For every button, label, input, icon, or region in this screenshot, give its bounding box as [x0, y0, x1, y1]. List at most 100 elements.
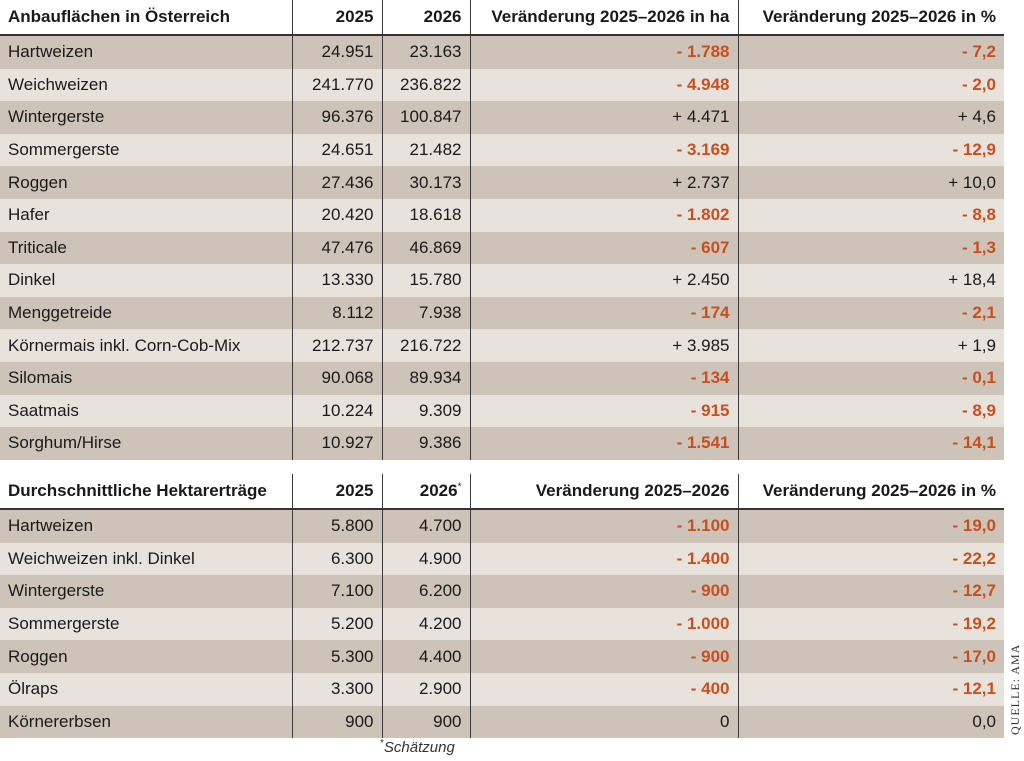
table-cell: 89.934 [381, 361, 470, 395]
table-cell: 3.300 [291, 672, 382, 706]
table-cell: 27.436 [291, 166, 382, 199]
table-cell: 23.163 [381, 35, 470, 69]
column-header: Veränderung 2025–2026 in % [737, 474, 1004, 510]
table-cell: + 3.985 [469, 329, 738, 362]
table-cell: - 607 [469, 231, 738, 265]
table-cell: 10.927 [291, 427, 382, 460]
table-cell: 21.482 [381, 133, 470, 167]
table-cell: 4.400 [381, 640, 470, 673]
table-cell: 90.068 [291, 361, 382, 395]
table-row: Dinkel 13.330 15.780 + 2.450 + 18,4 [0, 264, 1004, 297]
table-cell: - 174 [469, 296, 738, 330]
table-cell: 236.822 [381, 68, 470, 102]
table-cell: 8.112 [291, 296, 382, 330]
table-cell: 0,0 [737, 705, 1004, 739]
table-header-row: Anbauflächen in Österreich 2025 2026 Ver… [0, 0, 1004, 36]
row-label: Ölraps [0, 672, 292, 706]
acreage-table: Anbauflächen in Österreich 2025 2026 Ver… [0, 0, 1004, 460]
table-row: Hafer 20.420 18.618- 1.802- 8,8 [0, 198, 1004, 232]
row-label: Sommergerste [0, 133, 292, 167]
row-label: Menggetreide [0, 296, 292, 330]
column-header: 2025 [291, 0, 382, 36]
table-row: Hartweizen 24.951 23.163- 1.788- 7,2 [0, 35, 1004, 69]
table-cell: + 2.737 [469, 166, 738, 199]
table-cell: - 134 [469, 361, 738, 395]
table-row: Triticale 47.476 46.869- 607- 1,3 [0, 231, 1004, 265]
row-label: Dinkel [0, 264, 292, 297]
table-cell: - 2,0 [737, 68, 1004, 102]
table-cell: 30.173 [381, 166, 470, 199]
row-label: Silomais [0, 361, 292, 395]
table-cell: - 22,2 [737, 542, 1004, 576]
table-cell: - 1,3 [737, 231, 1004, 265]
table-cell: - 17,0 [737, 640, 1004, 673]
table-cell: 0 [469, 705, 738, 739]
table-row: Saatmais 10.224 9.309- 915- 8,9 [0, 394, 1004, 428]
table-cell: 24.651 [291, 133, 382, 167]
table-row: Weichweizen 241.770 236.822- 4.948- 2,0 [0, 68, 1004, 102]
column-header: Durchschnittliche Hektarerträge [0, 474, 292, 510]
table-row: Silomais 90.068 89.934- 134- 0,1 [0, 361, 1004, 395]
row-label: Hartweizen [0, 35, 292, 69]
table-cell: 47.476 [291, 231, 382, 265]
table-header-row: Durchschnittliche Hektarerträge 2025 202… [0, 474, 1004, 510]
table-row: Hartweizen 5.800 4.700- 1.100- 19,0 [0, 509, 1004, 543]
table-cell: - 1.802 [469, 198, 738, 232]
table-cell: 100.847 [381, 101, 470, 134]
footnote: *Schätzung [380, 738, 455, 756]
table-cell: 9.309 [381, 394, 470, 428]
column-header-label: 2026 [419, 481, 458, 500]
table-cell: - 12,1 [737, 672, 1004, 706]
row-label: Wintergerste [0, 101, 292, 134]
row-label: Weichweizen inkl. Dinkel [0, 542, 292, 576]
column-header: Veränderung 2025–2026 [469, 474, 738, 510]
row-label: Saatmais [0, 394, 292, 428]
row-label: Roggen [0, 166, 292, 199]
table-cell: 4.200 [381, 607, 470, 641]
row-label: Hartweizen [0, 509, 292, 543]
table-cell: - 2,1 [737, 296, 1004, 330]
table-cell: 212.737 [291, 329, 382, 362]
table-cell: 15.780 [381, 264, 470, 297]
table-cell: + 10,0 [737, 166, 1004, 199]
table-cell: 6.300 [291, 542, 382, 576]
table-cell: 4.700 [381, 509, 470, 543]
row-label: Roggen [0, 640, 292, 673]
table-cell: 5.200 [291, 607, 382, 641]
source-label: QUELLE: AMA [1008, 643, 1022, 735]
table-cell: + 2.450 [469, 264, 738, 297]
table-row: Körnererbsen 900 900 0 0,0 [0, 705, 1004, 739]
row-label: Körnererbsen [0, 705, 292, 739]
table-cell: 20.420 [291, 198, 382, 232]
row-label: Sorghum/Hirse [0, 427, 292, 460]
table-cell: - 400 [469, 672, 738, 706]
table-cell: 216.722 [381, 329, 470, 362]
row-label: Sommergerste [0, 607, 292, 641]
table-cell: 24.951 [291, 35, 382, 69]
row-label: Hafer [0, 198, 292, 232]
table-cell: - 3.169 [469, 133, 738, 167]
table-cell: - 14,1 [737, 427, 1004, 460]
estimate-marker: * [457, 481, 462, 493]
table-cell: 13.330 [291, 264, 382, 297]
table-row: Sommergerste 5.200 4.200- 1.000- 19,2 [0, 607, 1004, 641]
table-row: Wintergerste 7.100 6.200- 900- 12,7 [0, 575, 1004, 608]
table-cell: 5.800 [291, 509, 382, 543]
table-cell: 900 [291, 705, 382, 739]
table-cell: - 4.948 [469, 68, 738, 102]
table-cell: - 900 [469, 640, 738, 673]
table-row: Menggetreide 8.112 7.938- 174- 2,1 [0, 296, 1004, 330]
table-row: Körnermais inkl. Corn-Cob-Mix 212.737 216.… [0, 329, 1004, 362]
column-header: Veränderung 2025–2026 in % [737, 0, 1004, 36]
table-cell: - 1.400 [469, 542, 738, 576]
table-row: Sommergerste 24.651 21.482- 3.169- 12,9 [0, 133, 1004, 167]
table-row: Roggen 5.300 4.400- 900- 17,0 [0, 640, 1004, 673]
table-cell: - 19,2 [737, 607, 1004, 641]
table-cell: 10.224 [291, 394, 382, 428]
table-cell: - 19,0 [737, 509, 1004, 543]
table-cell: - 0,1 [737, 361, 1004, 395]
table-cell: - 915 [469, 394, 738, 428]
column-header: Veränderung 2025–2026 in ha [469, 0, 738, 36]
table-cell: 4.900 [381, 542, 470, 576]
row-label: Körnermais inkl. Corn-Cob-Mix [0, 329, 292, 362]
